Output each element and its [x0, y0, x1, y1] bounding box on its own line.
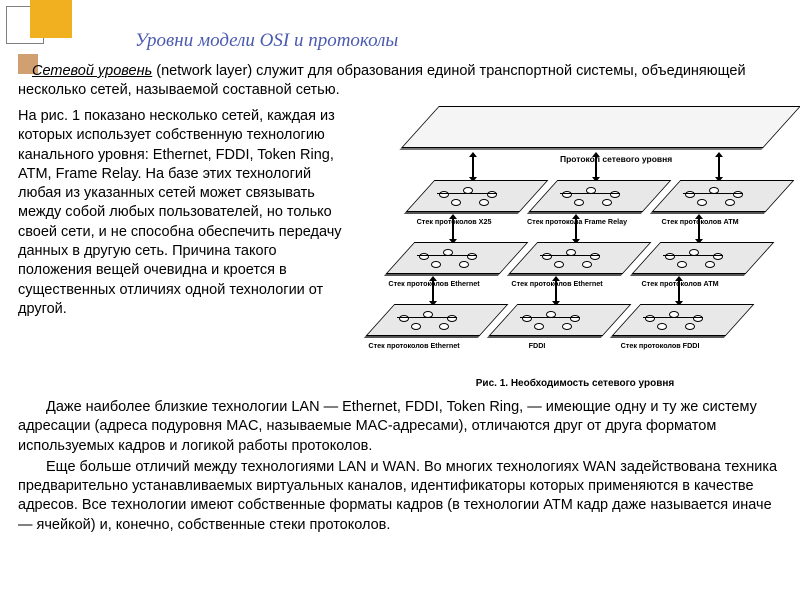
bottom-paragraph-1: Даже наиболее близкие технологии LAN — E… [18, 398, 782, 456]
protocol-stack-tile: Стек протоколов Ethernet [386, 242, 529, 274]
topology-nodes [504, 305, 616, 335]
figure-1: Протокол сетевого уровня Стек протоколов… [360, 102, 790, 372]
link-line [397, 317, 457, 318]
node-icon [431, 261, 441, 268]
page: Уровни модели OSI и протоколы Сетевой ур… [0, 0, 800, 600]
bottom-paragraph-2: Еще больше отличий между технологиями LA… [18, 458, 782, 535]
intro-paragraph: Сетевой уровень (network layer) служит д… [18, 62, 782, 100]
protocol-stack-label: FDDI [529, 341, 546, 350]
node-icon [705, 261, 715, 268]
protocol-stack-tile: Стек протоколов Ethernet [366, 304, 509, 336]
topology-nodes [544, 181, 656, 211]
node-icon [697, 199, 707, 206]
protocol-stack-tile: Стек протоколов ATM [652, 180, 795, 212]
node-icon [554, 261, 564, 268]
network-layer-slab-label: Протокол сетевого уровня [560, 154, 672, 164]
protocol-stack-tile: Стек протокола Frame Relay [529, 180, 672, 212]
node-icon [725, 199, 735, 206]
network-layer-slab [401, 106, 800, 148]
connector-arrow [718, 156, 720, 178]
topology-nodes [627, 305, 739, 335]
protocol-stack-tile: Стек протоколов ATM [632, 242, 775, 274]
protocol-stack-tile: Стек протоколов FDDI [612, 304, 755, 336]
protocol-stack-label: Стек протоколов FDDI [621, 341, 700, 350]
topology-nodes [667, 181, 779, 211]
connector-arrow [698, 218, 700, 240]
network-layer-term: Сетевой уровень [18, 63, 152, 79]
node-icon [582, 261, 592, 268]
topology-nodes [647, 243, 759, 273]
left-paragraph: На рис. 1 показано несколько сетей, кажд… [18, 107, 354, 319]
node-icon [657, 323, 667, 330]
connector-arrow [472, 156, 474, 178]
topology-nodes [524, 243, 636, 273]
topology-nodes [381, 305, 493, 335]
connector-arrow [575, 218, 577, 240]
link-line [663, 255, 723, 256]
node-icon [602, 199, 612, 206]
protocol-stack-label: Стек протоколов Ethernet [368, 341, 459, 350]
page-title: Уровни модели OSI и протоколы [135, 30, 398, 52]
node-icon [459, 261, 469, 268]
figure-caption: Рис. 1. Необходимость сетевого уровня [360, 378, 790, 389]
node-icon [439, 323, 449, 330]
protocol-stack-tile: FDDI [489, 304, 632, 336]
link-line [540, 255, 600, 256]
node-icon [562, 323, 572, 330]
link-line [683, 193, 743, 194]
connector-arrow [678, 280, 680, 302]
protocol-stack-tile: Стек протоколов Ethernet [509, 242, 652, 274]
node-icon [479, 199, 489, 206]
node-icon [574, 199, 584, 206]
node-icon [685, 323, 695, 330]
connector-arrow [595, 156, 597, 178]
topology-nodes [421, 181, 533, 211]
bottom-text: Даже наиболее близкие технологии LAN — E… [18, 398, 782, 537]
connector-arrow [555, 280, 557, 302]
node-icon [411, 323, 421, 330]
topology-nodes [401, 243, 513, 273]
deco-square-yellow [30, 0, 72, 38]
connector-arrow [452, 218, 454, 240]
protocol-stack-tile: Стек протоколов X25 [406, 180, 549, 212]
link-line [437, 193, 497, 194]
link-line [417, 255, 477, 256]
node-icon [451, 199, 461, 206]
link-line [560, 193, 620, 194]
connector-arrow [432, 280, 434, 302]
link-line [520, 317, 580, 318]
node-icon [677, 261, 687, 268]
link-line [643, 317, 703, 318]
node-icon [534, 323, 544, 330]
